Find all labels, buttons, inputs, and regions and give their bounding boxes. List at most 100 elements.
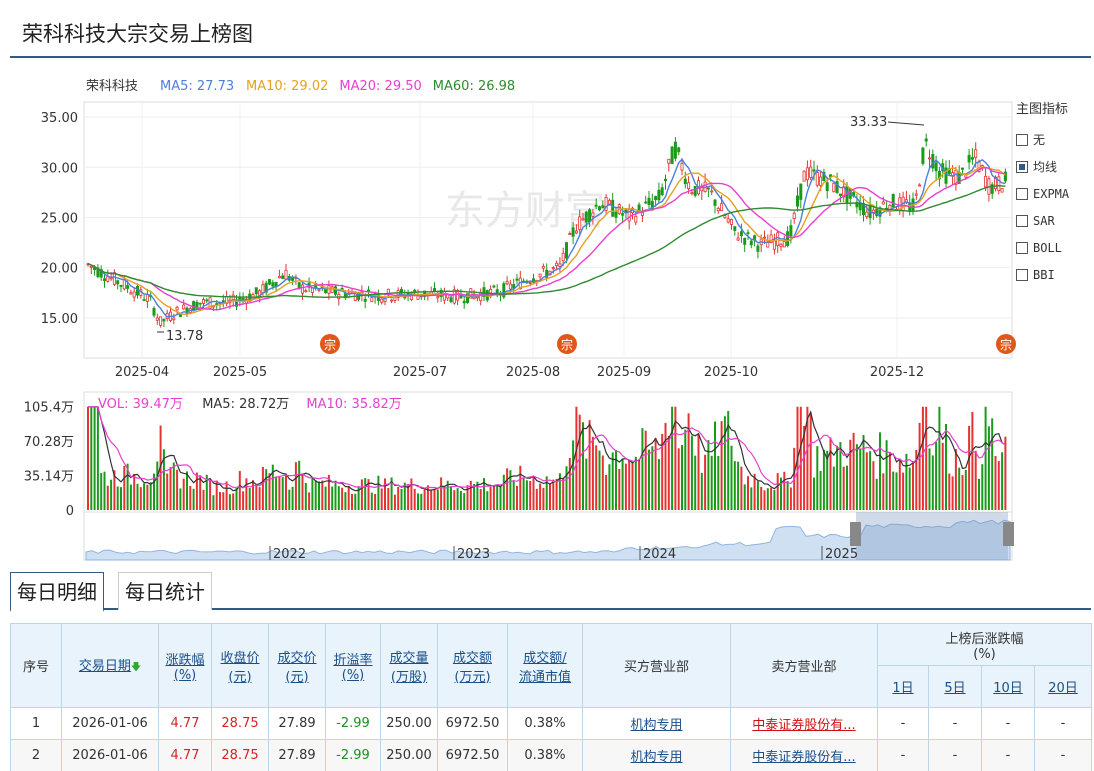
block-trade-marker[interactable]: 宗 xyxy=(996,334,1016,354)
candle xyxy=(772,233,776,255)
volume-bar xyxy=(991,418,994,510)
candle xyxy=(604,194,608,215)
volume-bar xyxy=(730,445,733,510)
checkbox-icon[interactable] xyxy=(1016,268,1028,281)
kline-chart[interactable]: 35.00 30.00 25.00 20.00 15.00 2025-04 2025-05… xyxy=(0,64,1094,564)
volume-legend-item: VOL: 39.47万 xyxy=(98,397,183,412)
sort-down-icon[interactable]: 🡇 xyxy=(130,661,142,673)
volume-bar xyxy=(1004,436,1007,510)
volume-bar xyxy=(704,454,707,510)
volume-bar xyxy=(865,452,868,510)
date-tick-label: 2025-08 xyxy=(506,365,560,380)
col-amount[interactable]: 成交额 (万元) xyxy=(437,623,508,708)
volume-bar xyxy=(687,413,690,510)
checkbox-icon[interactable] xyxy=(1016,187,1028,200)
col-volume[interactable]: 成交量 (万股) xyxy=(380,623,438,708)
volume-bar xyxy=(440,477,443,510)
navigator-selection[interactable] xyxy=(856,512,1008,560)
stock-name-label: 荣科科技 xyxy=(86,79,138,94)
volume-bar xyxy=(912,460,914,510)
candle xyxy=(881,196,885,205)
block-trade-table: 序号 交易日期🡇 涨跌幅 (%) 收盘价 (元) 成交价 (元) 折溢率 (%) 成交量… xyxy=(10,623,1093,771)
indicator-option[interactable]: EXPMA xyxy=(1016,180,1094,207)
volume-bar xyxy=(595,445,598,510)
block-trade-marker[interactable]: 宗 xyxy=(557,334,577,354)
volume-bar xyxy=(159,425,162,510)
price-tick-label: 30.00 xyxy=(41,161,78,176)
volume-bar xyxy=(875,478,878,510)
indicator-option[interactable]: SAR xyxy=(1016,207,1094,234)
volume-bar xyxy=(908,467,911,510)
col-d1[interactable]: 1日 xyxy=(877,665,929,708)
candle xyxy=(333,285,337,297)
checkbox-icon[interactable] xyxy=(1016,214,1028,227)
col-price[interactable]: 成交价 (元) xyxy=(268,623,326,708)
col-ratio[interactable]: 成交额/流通市值 xyxy=(507,623,583,708)
candle xyxy=(89,265,93,274)
volume-bar xyxy=(720,421,723,510)
candle xyxy=(192,300,196,311)
tab-daily-detail[interactable]: 每日明细 xyxy=(10,572,104,612)
volume-bar xyxy=(327,474,330,510)
candle xyxy=(591,209,595,225)
candle xyxy=(578,209,582,237)
date-tick-label: 2025-09 xyxy=(597,365,651,380)
col-d5[interactable]: 5日 xyxy=(928,665,982,708)
volume-bar xyxy=(552,479,555,510)
indicator-option[interactable]: BBI xyxy=(1016,261,1094,288)
volume-bar xyxy=(938,406,941,510)
volume-bar xyxy=(519,465,522,510)
volume-bar xyxy=(113,470,116,510)
candle xyxy=(1000,188,1004,193)
col-d10[interactable]: 10日 xyxy=(981,665,1035,708)
col-change[interactable]: 涨跌幅 (%) xyxy=(158,623,212,708)
buyer-link[interactable]: 机构专用 xyxy=(630,718,683,733)
col-seq: 序号 xyxy=(10,623,62,708)
volume-legend-item: MA10: 35.82万 xyxy=(306,397,401,412)
buyer-link[interactable]: 机构专用 xyxy=(630,750,683,765)
candle xyxy=(673,137,677,162)
indicator-option[interactable]: BOLL xyxy=(1016,234,1094,261)
candle xyxy=(664,174,668,190)
candle xyxy=(812,160,816,181)
seller-link[interactable]: 中泰证券股份有... xyxy=(752,718,856,733)
seller-link[interactable]: 中泰证券股份有... xyxy=(752,750,856,765)
checkbox-checked-icon[interactable] xyxy=(1016,160,1028,173)
navigator-year-label: 2023 xyxy=(457,547,490,562)
tab-daily-stats[interactable]: 每日统计 xyxy=(118,572,212,610)
candle xyxy=(726,214,730,224)
volume-bar xyxy=(417,493,419,510)
volume-bar xyxy=(473,483,476,510)
block-trade-marker[interactable]: 宗 xyxy=(320,334,340,354)
col-date[interactable]: 交易日期🡇 xyxy=(61,623,159,708)
col-premium[interactable]: 折溢率 (%) xyxy=(325,623,381,708)
volume-bar xyxy=(93,406,96,510)
volume-bar xyxy=(525,480,528,510)
volume-bar xyxy=(928,448,931,510)
volume-bar xyxy=(146,484,149,510)
tab-bar: 每日明细 每日统计 xyxy=(10,572,1091,612)
indicator-option[interactable]: 均线 xyxy=(1016,153,1094,180)
volume-bar xyxy=(747,476,749,510)
candle xyxy=(205,298,209,304)
indicator-option[interactable]: 无 xyxy=(1016,126,1094,153)
navigator-right-handle[interactable] xyxy=(1003,522,1014,546)
col-d20[interactable]: 20日 xyxy=(1033,665,1093,708)
candle xyxy=(733,226,737,236)
volume-bar xyxy=(182,478,185,510)
volume-bar xyxy=(836,445,839,510)
candle xyxy=(647,190,651,209)
ma60-line xyxy=(87,184,1006,299)
candle xyxy=(574,224,578,235)
col-close[interactable]: 收盘价 (元) xyxy=(211,623,269,708)
volume-bar xyxy=(245,478,248,510)
volume-bar xyxy=(822,449,825,510)
volume-bar xyxy=(426,485,429,510)
volume-bar xyxy=(591,436,594,510)
checkbox-icon[interactable] xyxy=(1016,241,1028,254)
checkbox-icon[interactable] xyxy=(1016,133,1028,146)
cell-date: 2026-01-06 xyxy=(61,707,159,740)
candle xyxy=(482,281,486,302)
candle xyxy=(835,172,839,194)
navigator-left-handle[interactable] xyxy=(850,522,861,546)
